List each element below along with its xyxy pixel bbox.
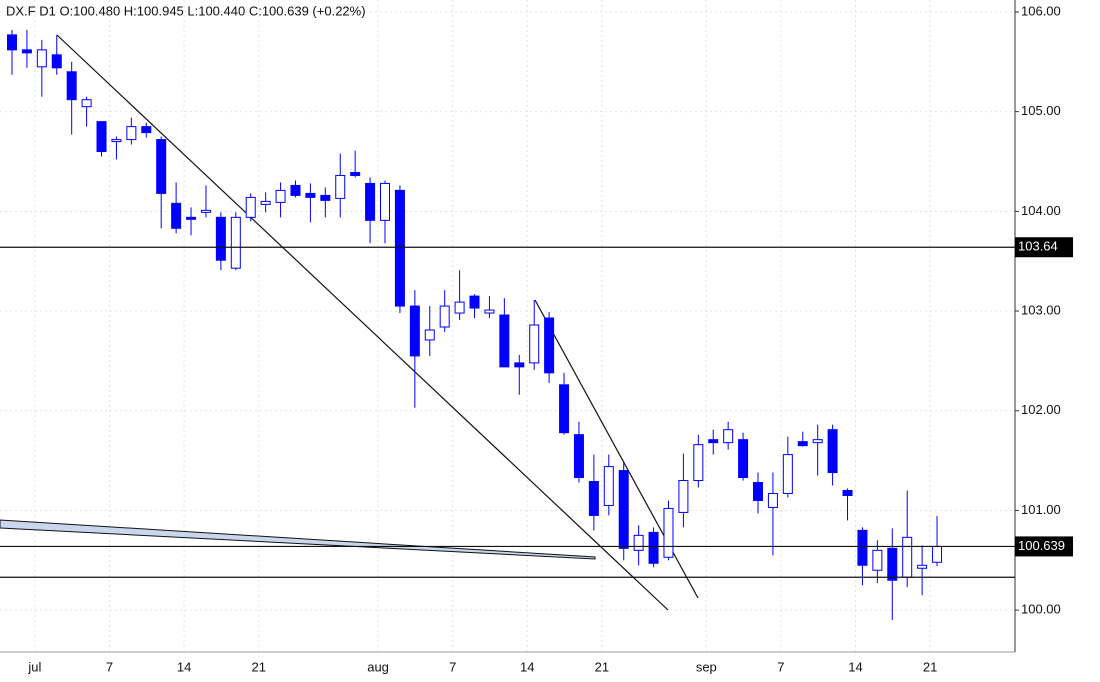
x-tick-label: 14 [848, 659, 862, 674]
x-tick-label: 7 [449, 659, 456, 674]
x-tick-label: aug [367, 659, 389, 674]
candle-body [290, 184, 301, 196]
candle-body [21, 49, 32, 54]
candle-body [409, 305, 420, 357]
candle-body [186, 216, 197, 220]
candle-body [275, 189, 286, 203]
trend-line [56, 34, 669, 611]
candle-body [932, 545, 943, 563]
x-tick-label: 14 [177, 659, 191, 674]
candle-body [51, 54, 62, 69]
candle-body [797, 441, 808, 447]
candle-body [753, 482, 763, 501]
candle-body [708, 439, 719, 444]
x-tick-label: 14 [520, 659, 534, 674]
candle-body [96, 121, 107, 153]
x-tick-label: 21 [595, 659, 609, 674]
candle-body [245, 196, 256, 218]
candle-body [857, 529, 868, 566]
y-tick-label: 101.00 [1021, 502, 1061, 517]
candle-body [215, 216, 226, 261]
candle-body [171, 202, 182, 229]
candle-body [200, 209, 211, 213]
x-tick-label: sep [696, 659, 717, 674]
candle-body [320, 194, 331, 201]
candle-body [81, 99, 92, 108]
candle-body [484, 309, 495, 314]
candle-body [767, 492, 778, 508]
candle-body [633, 534, 644, 551]
candle-body [335, 174, 346, 199]
candle-body [529, 324, 540, 364]
candle-body [305, 192, 316, 198]
candle-body [872, 549, 883, 571]
candle-body [499, 314, 510, 368]
candle-body [812, 439, 823, 444]
candles [7, 29, 943, 621]
candle-body [350, 171, 361, 176]
candle-body [394, 189, 405, 307]
price-label: 100.639 [1018, 538, 1065, 553]
candle-body [887, 547, 898, 581]
x-tick-label: 7 [106, 659, 113, 674]
candle-body [111, 139, 122, 143]
candle-body [573, 434, 584, 479]
candle-body [66, 71, 77, 101]
candle-body [618, 470, 629, 549]
grid [0, 0, 1015, 652]
candle-body [693, 444, 704, 482]
price-label: 103.64 [1018, 239, 1058, 254]
y-tick-label: 106.00 [1021, 3, 1061, 18]
x-tick-label: jul [27, 659, 41, 674]
candle-body [738, 439, 749, 479]
candle-body [454, 301, 465, 314]
candle-body [141, 126, 152, 134]
candle-body [156, 139, 167, 194]
candle-body [902, 536, 913, 578]
candle-body [917, 564, 928, 569]
price-label-box [1015, 237, 1073, 258]
candle-body [842, 489, 853, 496]
candle-body [469, 295, 480, 309]
candle-body [827, 429, 838, 474]
candle-body [7, 34, 17, 51]
candle-body [648, 531, 659, 564]
y-tick-label: 104.00 [1021, 203, 1061, 218]
y-tick-label: 102.00 [1021, 402, 1061, 417]
x-tick-label: 7 [777, 659, 784, 674]
price-label-box [1015, 536, 1073, 557]
candle-body [588, 481, 599, 516]
candle-body [36, 49, 47, 68]
trend-channel [0, 519, 596, 560]
candle-body [514, 362, 525, 368]
x-tick-label: 21 [251, 659, 265, 674]
y-tick-label: 103.00 [1021, 302, 1061, 317]
y-tick-label: 105.00 [1021, 103, 1061, 118]
candle-body [365, 182, 376, 221]
candle-body [663, 507, 674, 558]
candle-body [230, 216, 241, 269]
candle-body [380, 182, 390, 221]
candle-body [260, 200, 271, 205]
candle-body [603, 466, 614, 506]
candle-body [723, 429, 734, 444]
candle-body [678, 480, 689, 513]
chart-title: DX.F D1 O:100.480 H:100.945 L:100.440 C:… [6, 3, 366, 18]
candle-body [544, 317, 555, 374]
candle-body [126, 126, 137, 141]
candle-body [782, 454, 793, 494]
y-tick-label: 100.00 [1021, 602, 1061, 617]
x-tick-label: 21 [923, 659, 937, 674]
candle-body [424, 329, 435, 341]
candle-body [439, 305, 450, 328]
candle-body [559, 384, 570, 434]
